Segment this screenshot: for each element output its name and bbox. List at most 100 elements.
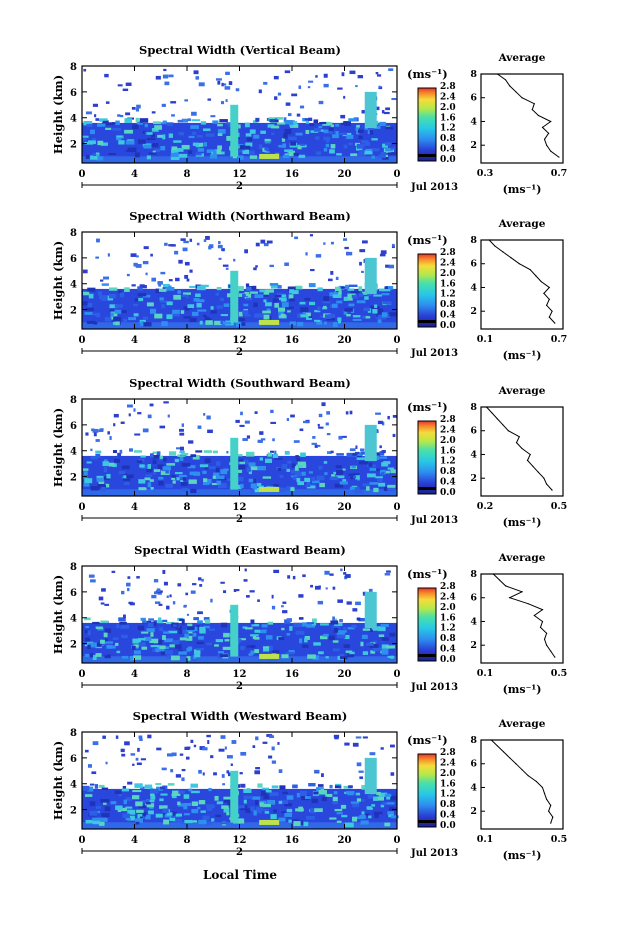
heatmap-cell: [124, 741, 130, 746]
heatmap-cell: [164, 242, 168, 246]
heatmap-cell: [343, 644, 350, 648]
heatmap-cell: [156, 588, 161, 593]
heatmap-cell: [208, 787, 212, 792]
colorbar-tick-label: 0.4: [440, 311, 456, 321]
heatmap-cell: [82, 135, 89, 138]
colorbar-tick-label: 1.2: [440, 457, 456, 467]
heatmap-cell: [89, 810, 98, 816]
colorbar-tick-label: 0.8: [440, 300, 456, 310]
heatmap-cell: [274, 96, 278, 100]
heatmap-cell: [143, 636, 152, 641]
heatmap-cell: [93, 432, 97, 437]
heatmap-cell: [168, 285, 172, 289]
heatmap-cell: [181, 462, 191, 467]
heatmap-cell: [191, 311, 199, 316]
avg-profile-point: [527, 603, 529, 605]
heatmap-cell: [381, 462, 389, 467]
avg-profile-point: [543, 138, 546, 140]
heatmap-cell: [161, 103, 166, 107]
heatmap-cell: [139, 738, 143, 742]
heatmap-cell: [280, 800, 289, 804]
heatmap-cell: [104, 806, 111, 812]
avg-profile-line: [488, 239, 556, 324]
heatmap-cell: [145, 272, 148, 276]
heatmap-cell: [365, 148, 373, 151]
y-tick-label: 4: [70, 447, 77, 458]
heatmap-cell: [301, 144, 307, 148]
heatmap-cell: [191, 119, 201, 122]
heatmap-cell: [273, 809, 277, 813]
heatmap-cell: [180, 479, 184, 482]
heatmap-cell: [197, 611, 203, 615]
heatmap-cell: [184, 633, 189, 638]
avg-profile-point: [551, 310, 553, 312]
avg-profile-point: [548, 298, 550, 300]
date-label: Jul 2013: [410, 682, 458, 693]
heatmap-cell: [155, 813, 163, 818]
heatmap-cell: [355, 601, 361, 606]
heatmap-cell: [237, 805, 245, 809]
heatmap-cell: [338, 435, 343, 440]
heatmap-cell: [158, 288, 167, 292]
heatmap-cell: [334, 290, 342, 295]
heatmap-cell: [298, 154, 306, 158]
avg-profile-point: [490, 739, 492, 741]
heatmap-cell: [157, 134, 165, 138]
heatmap-cell: [284, 70, 291, 74]
heatmap-cell: [299, 301, 306, 305]
heatmap-cell: [85, 111, 92, 115]
heatmap-cell: [155, 783, 162, 786]
heatmap-cell: [249, 590, 255, 593]
heatmap-cell: [196, 648, 205, 651]
avg-profile-point: [491, 412, 493, 414]
heatmap-cell: [355, 736, 362, 739]
heatmap-cell: [143, 322, 152, 327]
heatmap-cell: [176, 477, 180, 481]
heatmap-cell: [308, 315, 312, 318]
heatmap-cell: [328, 127, 334, 133]
heatmap-cell: [284, 450, 290, 455]
y-tick-label: 4: [70, 280, 77, 291]
heatmap-cell: [321, 402, 326, 407]
heatmap-cell: [176, 447, 181, 450]
heatmap-cell: [390, 772, 395, 776]
heatmap-cell: [329, 573, 334, 576]
heatmap-cell: [137, 747, 140, 752]
heatmap-cell: [197, 806, 201, 810]
heatmap-cell: [145, 474, 153, 477]
heatmap-cell: [358, 135, 363, 139]
heatmap-cell: [356, 798, 361, 802]
heatmap-cell: [311, 480, 320, 484]
heatmap-cell: [239, 424, 245, 427]
heatmap-cell: [182, 477, 187, 481]
heatmap-cell: [224, 86, 231, 90]
heatmap-cell: [291, 469, 300, 474]
heatmap-cell: [239, 461, 246, 464]
heatmap-cell: [281, 605, 284, 608]
heatmap-cell: [282, 155, 290, 159]
heatmap-cell: [180, 821, 187, 824]
heatmap-cell: [132, 763, 135, 766]
heatmap-cell: [168, 279, 173, 282]
heatmap-cell: [246, 435, 251, 439]
heatmap-cell: [348, 303, 355, 307]
heatmap-cell: [162, 808, 169, 814]
heatmap-cell: [100, 602, 105, 605]
heatmap-cell: [103, 632, 108, 638]
heatmap-cell: [314, 808, 323, 812]
heatmap-cell: [174, 250, 179, 255]
heatmap-cell: [127, 147, 137, 153]
heatmap-cell: [82, 269, 88, 274]
heatmap-cell: [306, 481, 311, 486]
avg-x-tick-label: 0.1: [477, 334, 494, 345]
heatmap-cell: [125, 140, 135, 145]
heatmap-cell: [165, 483, 173, 488]
heatmap-cell: [305, 119, 310, 124]
heatmap-cell: [257, 783, 263, 788]
heatmap-cell: [295, 472, 302, 477]
avg-title: Average: [498, 52, 546, 64]
avg-frame: [480, 739, 564, 830]
x-tick-label: 16: [285, 835, 299, 846]
heatmap-cell: [237, 459, 244, 462]
heatmap-cell: [203, 450, 212, 453]
